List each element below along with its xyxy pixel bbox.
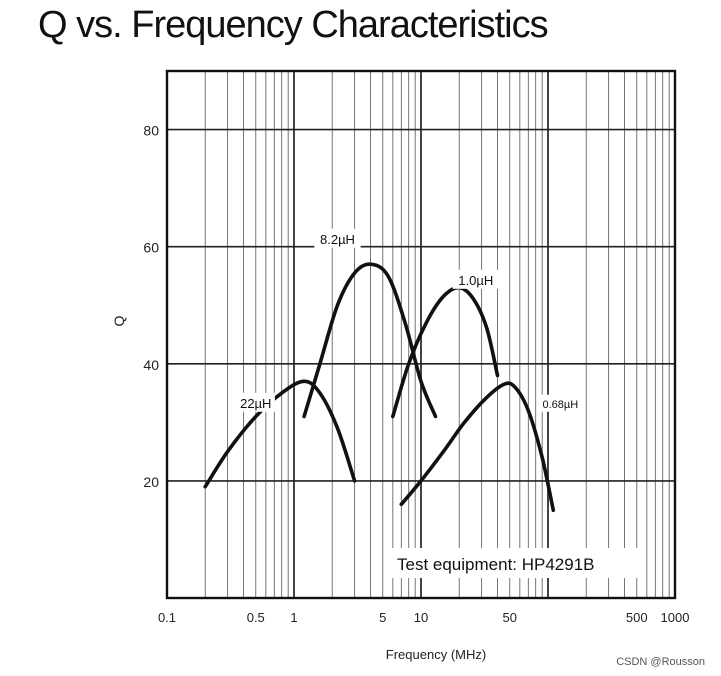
watermark: CSDN @Rousson [616, 656, 705, 668]
series-curve [391, 285, 500, 419]
x-tick-label: 0.5 [247, 610, 265, 625]
series-label-bg [452, 269, 499, 289]
series-curve [399, 381, 556, 512]
y-axis-label: Q [111, 315, 127, 326]
annotation-text: Test equipment: HP4291B [397, 555, 595, 574]
y-tick-label: 60 [143, 240, 159, 256]
chart-title: Q vs. Frequency Characteristics [38, 4, 549, 46]
series-label: 22µH [240, 396, 271, 411]
series-label-bg [536, 394, 584, 412]
tick-labels: 0.1 0.5 1 5 10 50 500 1000 20 40 60 80 [143, 123, 689, 625]
series-label-bg [314, 228, 361, 248]
series-labels: 22µH 8.2µH 1.0µH 0.68µH [236, 228, 584, 412]
x-tick-label: 1000 [661, 610, 690, 625]
annotation-bg [392, 548, 638, 578]
y-tick-label: 20 [143, 474, 159, 490]
series-label: 0.68µH [542, 399, 578, 411]
y-tick-label: 80 [143, 123, 159, 139]
x-tick-label: 0.1 [158, 610, 176, 625]
series-curve [302, 262, 438, 419]
annotation-group: Test equipment: HP4291B [392, 548, 638, 578]
x-tick-label: 5 [379, 610, 386, 625]
series-label: 8.2µH [320, 232, 355, 247]
x-tick-label: 1 [290, 610, 297, 625]
series-label: 1.0µH [458, 273, 493, 288]
series-label-bg [236, 392, 275, 412]
x-tick-label: 10 [414, 610, 428, 625]
series-curve [203, 379, 357, 489]
major-grid [166, 71, 676, 598]
x-axis-label: Frequency (MHz) [386, 647, 486, 662]
y-tick-label: 40 [143, 357, 159, 373]
plot-frame [165, 69, 677, 600]
series-curves [203, 262, 556, 512]
x-tick-label: 50 [503, 610, 517, 625]
x-tick-label: 500 [626, 610, 648, 625]
minor-grid [204, 71, 670, 598]
